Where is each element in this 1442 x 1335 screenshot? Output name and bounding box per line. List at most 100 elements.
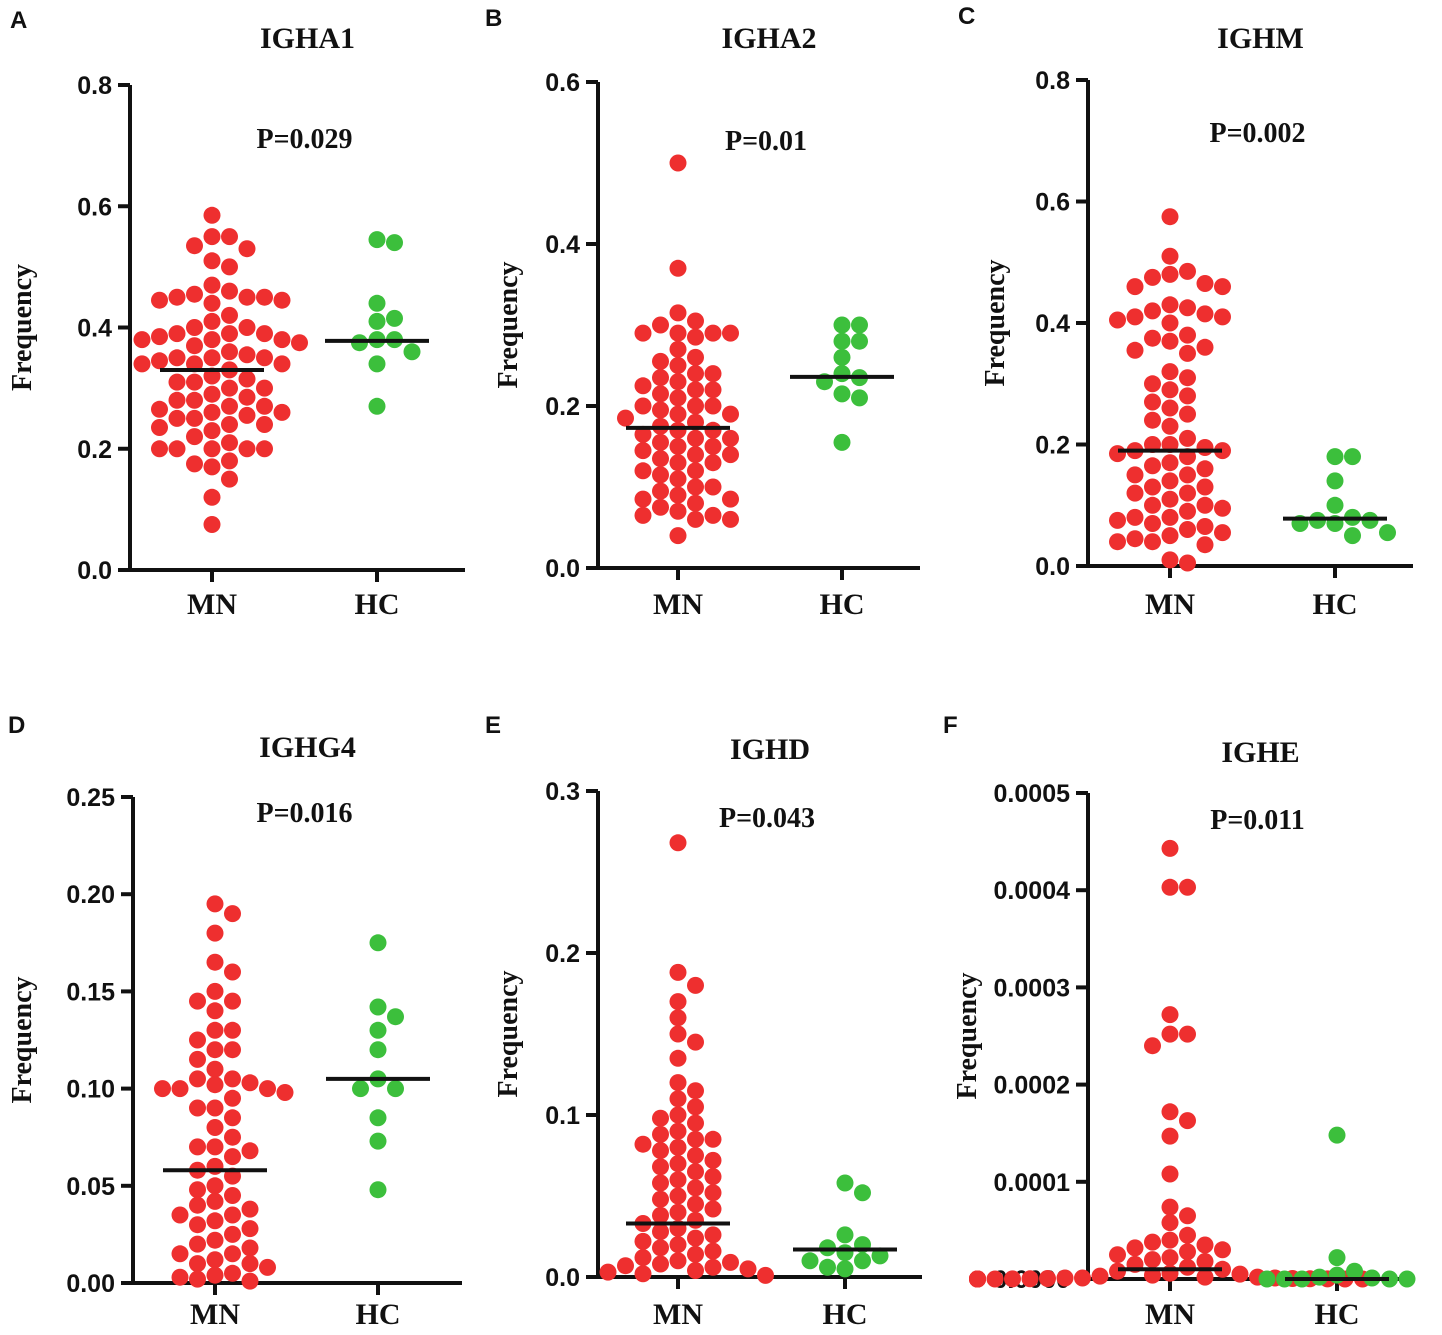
- y-tick-label: 0.6: [1035, 189, 1070, 217]
- data-point-mn: [206, 982, 224, 1000]
- y-tick-label: 0.8: [77, 72, 112, 100]
- data-point-mn: [1039, 1270, 1056, 1287]
- data-point-mn: [1144, 457, 1161, 475]
- data-point-mn: [1214, 524, 1231, 542]
- data-point-mn: [206, 1192, 224, 1210]
- data-point-mn: [224, 1245, 241, 1263]
- data-point-mn: [634, 442, 652, 460]
- y-tick-label: 0.8: [1035, 67, 1070, 95]
- data-point-mn: [669, 454, 687, 472]
- data-point-mn: [669, 154, 687, 172]
- y-axis-label: Frequency: [493, 261, 524, 388]
- data-point-mn: [969, 1270, 986, 1288]
- data-point-mn: [168, 349, 186, 367]
- data-point-mn: [206, 953, 224, 971]
- data-point-mn: [1161, 314, 1179, 332]
- data-point-mn: [1126, 508, 1144, 526]
- data-point-mn: [206, 1060, 224, 1078]
- data-point-mn: [1161, 363, 1179, 381]
- data-point-mn: [669, 1074, 687, 1092]
- data-point-mn: [186, 319, 203, 336]
- data-point-mn: [669, 259, 687, 277]
- data-point-mn: [224, 1021, 241, 1039]
- data-point-mn: [1179, 484, 1196, 502]
- data-point-mn: [652, 482, 669, 500]
- data-point-mn: [1144, 375, 1161, 393]
- data-point-mn: [238, 406, 256, 424]
- data-point-mn: [186, 373, 203, 391]
- data-point-hc: [369, 1041, 387, 1059]
- data-point-mn: [1109, 511, 1126, 529]
- data-point-mn: [186, 237, 203, 255]
- data-point-mn: [224, 1148, 241, 1166]
- data-point-hc: [352, 1080, 369, 1098]
- panel-letter: C: [958, 3, 975, 30]
- data-point-mn: [189, 1099, 206, 1117]
- data-point-mn: [189, 1181, 206, 1199]
- data-point-mn: [687, 1211, 704, 1229]
- data-point-hc: [801, 1252, 819, 1270]
- data-point-hc: [369, 1021, 387, 1039]
- y-tick-label: 0.0003: [994, 974, 1070, 1002]
- data-point-mn: [224, 1089, 241, 1107]
- data-point-mn: [221, 325, 238, 343]
- data-point-mn: [1144, 496, 1161, 514]
- data-point-mn: [1214, 1241, 1231, 1259]
- y-tick-label: 0.20: [66, 881, 115, 909]
- data-point-mn: [669, 502, 687, 520]
- data-point-hc: [836, 1174, 854, 1192]
- data-point-mn: [986, 1270, 1004, 1288]
- data-point-mn: [687, 446, 704, 464]
- p-value: P=0.029: [256, 124, 352, 155]
- data-point-mn: [206, 1099, 224, 1117]
- data-point-mn: [1074, 1269, 1091, 1287]
- data-point-mn: [669, 405, 687, 423]
- data-point-mn: [687, 312, 704, 330]
- x-tick-label: HC: [820, 588, 865, 621]
- y-tick-label: 0.0001: [994, 1169, 1071, 1197]
- panel-letter: F: [943, 712, 958, 739]
- data-point-mn: [1231, 1265, 1249, 1283]
- data-point-mn: [241, 1200, 259, 1218]
- data-point-mn: [206, 1119, 224, 1136]
- data-point-mn: [1179, 262, 1196, 280]
- data-point-mn: [224, 963, 241, 981]
- data-point-mn: [171, 1245, 189, 1263]
- data-point-mn: [669, 993, 687, 1011]
- data-point-mn: [151, 419, 168, 436]
- data-point-mn: [652, 385, 669, 403]
- data-point-mn: [256, 416, 273, 433]
- data-point-mn: [206, 1041, 224, 1059]
- data-point-mn: [1196, 439, 1214, 456]
- y-tick-label: 0.6: [545, 69, 580, 97]
- data-point-mn: [1161, 265, 1179, 283]
- data-point-mn: [687, 976, 704, 994]
- data-point-mn: [704, 506, 722, 524]
- data-point-mn: [151, 400, 168, 418]
- data-point-hc: [833, 316, 851, 334]
- data-point-mn: [1161, 1006, 1179, 1024]
- data-point-mn: [687, 1130, 704, 1148]
- data-point-mn: [1144, 393, 1161, 411]
- data-point-mn: [687, 365, 704, 383]
- data-point-hc: [387, 1080, 404, 1098]
- data-point-mn: [634, 377, 652, 395]
- data-point-mn: [669, 963, 687, 981]
- data-point-mn: [221, 452, 238, 470]
- data-point-mn: [617, 1257, 634, 1275]
- data-point-mn: [669, 1155, 687, 1173]
- x-tick-label: MN: [653, 588, 703, 621]
- data-point-mn: [221, 379, 238, 397]
- data-point-mn: [1126, 278, 1144, 296]
- data-point-mn: [1179, 387, 1196, 405]
- data-point-mn: [652, 1142, 669, 1160]
- data-point-mn: [1004, 1270, 1021, 1288]
- data-point-mn: [1161, 1249, 1179, 1267]
- data-point-mn: [652, 1109, 669, 1127]
- data-point-mn: [168, 409, 186, 427]
- chart-title: IGHA2: [721, 22, 816, 55]
- data-point-mn: [206, 1076, 224, 1094]
- data-point-mn: [273, 403, 291, 421]
- data-point-mn: [1144, 268, 1161, 286]
